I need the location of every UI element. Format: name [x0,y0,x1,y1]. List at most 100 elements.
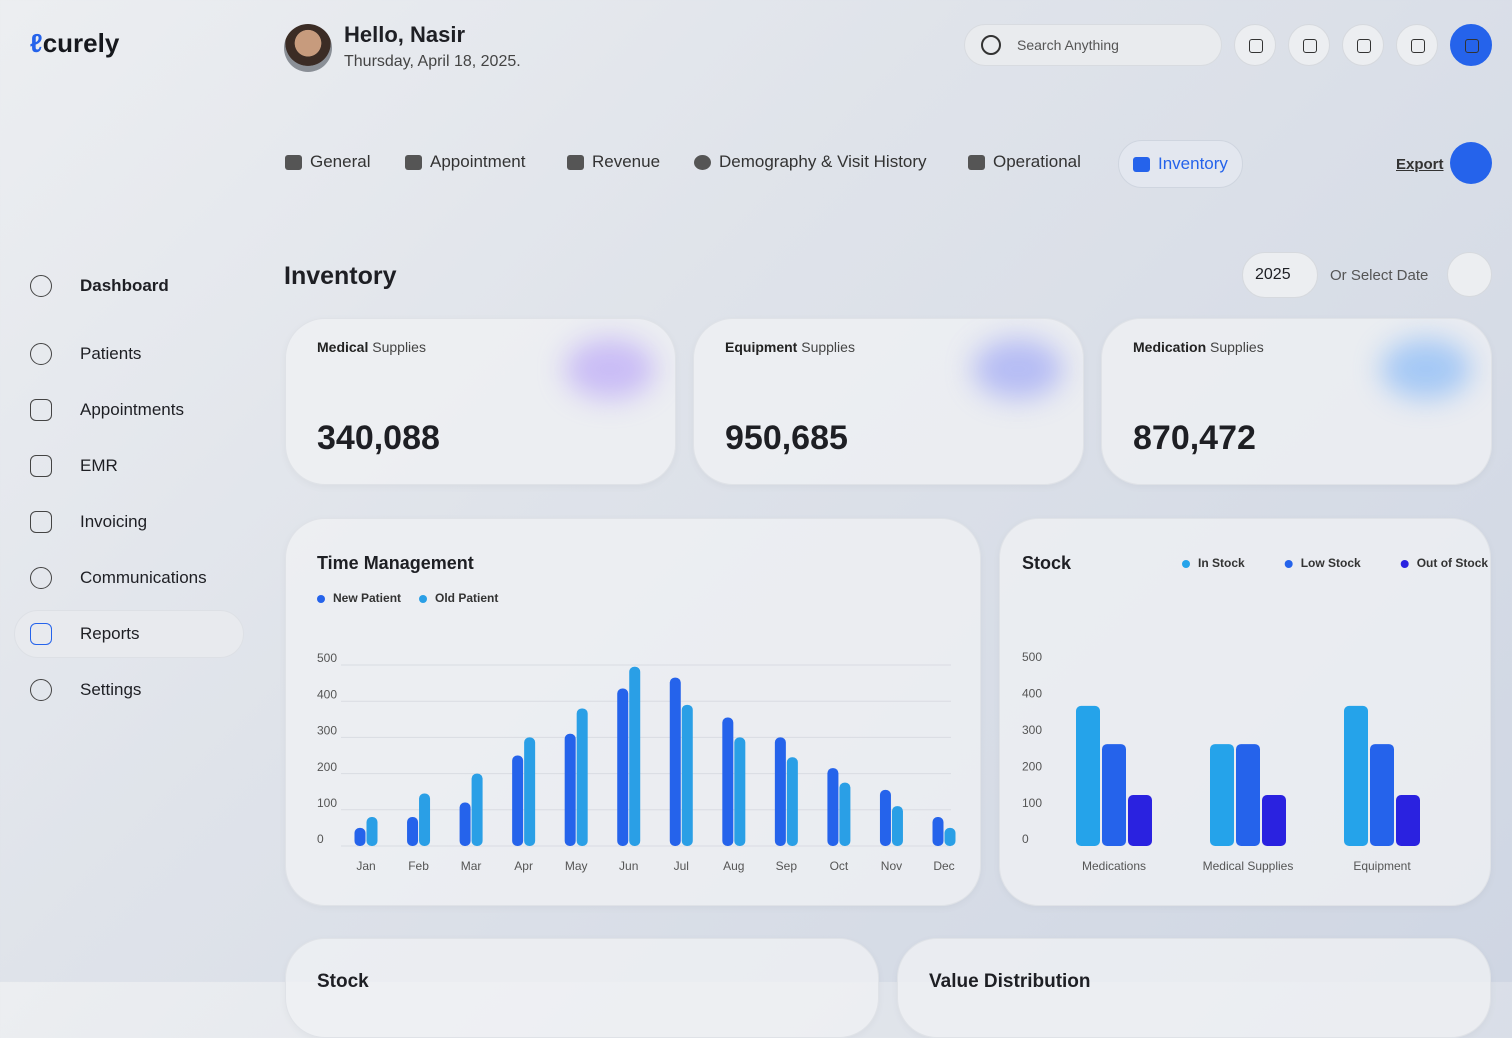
bar [1344,705,1368,846]
kpi-label: Supplies [372,339,426,355]
bar [564,733,576,846]
apps-button[interactable] [1450,24,1492,66]
bar [879,789,891,846]
language-button[interactable] [1234,24,1276,66]
kpi-card: Medical Supplies 340,088 [285,318,676,485]
nav-item[interactable]: EMR [30,455,118,477]
greeting: Hello, Nasir [344,22,466,47]
tab[interactable]: General [285,152,370,172]
bar [1370,744,1394,846]
bar [629,666,641,846]
nav-item[interactable]: Dashboard [30,275,169,297]
calendar-button[interactable] [1342,24,1384,66]
x-tick-label: Medications [1082,859,1146,873]
x-tick-label: May [565,859,588,873]
bar [1262,795,1286,846]
bottom-card: Value Distribution [897,938,1491,1038]
notification-button[interactable] [1396,24,1438,66]
nav-label: Patients [80,344,142,363]
legend-label: Old Patient [435,591,498,605]
nav-label: Reports [80,624,140,643]
legend-dot [1182,560,1190,568]
bar [1128,795,1152,846]
avatar[interactable] [284,24,332,72]
bar [932,817,944,846]
year-select[interactable]: 2025 [1242,252,1318,298]
tab[interactable]: Demography & Visit History [694,152,927,172]
date: Thursday, April 18, 2025. [344,53,521,70]
legend-dot [1284,560,1293,568]
legend-dot [1400,560,1409,568]
nav-label: Communications [80,568,207,587]
nav-item[interactable]: Reports [30,623,140,645]
bar [354,827,366,846]
bar [839,782,851,846]
kpi-card: Medication Supplies 870,472 [1101,318,1492,485]
bar [1396,795,1420,846]
kpi-label: Supplies [1210,339,1264,355]
y-tick-label: 500 [1022,650,1042,664]
nav-item[interactable]: Invoicing [30,511,147,533]
x-tick-label: Apr [514,859,533,873]
nav-item[interactable]: Communications [30,567,207,589]
legend-dot [419,595,428,603]
kpi-label-bold: Equipment [725,339,798,355]
bar [419,793,431,846]
kpi-card: Equipment Supplies 950,685 [693,318,1084,485]
nav-item[interactable]: Appointments [30,399,184,421]
y-tick-label: 0 [1022,832,1029,846]
y-tick-label: 0 [317,832,324,846]
bar [681,704,693,846]
bar [827,768,839,846]
tab[interactable]: Operational [968,152,1081,172]
kpi-value: 950,685 [725,419,848,457]
tab-label: Demography & Visit History [719,152,927,171]
y-tick-label: 300 [1022,723,1042,737]
bar [576,708,588,846]
legend-label: Out of Stock [1417,556,1489,570]
bar [1102,744,1126,846]
legend-label: In Stock [1198,556,1245,570]
bar [617,688,629,846]
export-link[interactable]: Export [1396,156,1444,173]
x-tick-label: Medical Supplies [1203,859,1294,873]
legend-label: New Patient [333,591,401,605]
nav-label: Dashboard [80,276,169,295]
y-tick-label: 100 [1022,796,1042,810]
nav-item[interactable]: Patients [30,343,141,365]
bar [1236,744,1260,846]
bar [366,817,378,846]
legend-label: Low Stock [1301,556,1361,570]
chart: Stock 0 100 200 300 400 500 In Stock Low Stock Ou… [1022,553,1489,873]
legend-dot [317,595,325,603]
tab[interactable]: Appointment [405,152,525,172]
y-tick-label: 200 [317,760,337,774]
nav-label: Invoicing [80,512,148,531]
tab[interactable]: Revenue [567,152,660,172]
x-tick-label: Oct [830,859,849,873]
y-tick-label: 400 [317,687,337,701]
tab-active[interactable]: Inventory [1118,140,1243,188]
bar [786,757,798,846]
date-picker[interactable] [1447,252,1492,297]
sidebar-selected [14,610,244,658]
y-tick-label: 300 [317,724,337,738]
nav-label: Appointments [80,400,184,419]
y-tick-label: 100 [317,796,337,810]
brand: ℓcurely [30,28,120,58]
x-tick-label: Mar [461,859,482,873]
brand-text: curely [42,28,120,58]
tab-label: Operational [993,152,1081,171]
export-button[interactable] [1450,142,1492,184]
search[interactable]: Search Anything [964,24,1222,66]
bar [459,802,471,846]
bar [944,827,956,846]
kpi-value: 870,472 [1133,419,1256,457]
mail-button[interactable] [1288,24,1330,66]
bar [891,806,903,846]
kpi-label-bold: Medication [1133,339,1207,355]
y-tick-label: 400 [1022,687,1042,701]
x-tick-label: Jan [356,859,375,873]
nav-item[interactable]: Settings [30,679,141,701]
